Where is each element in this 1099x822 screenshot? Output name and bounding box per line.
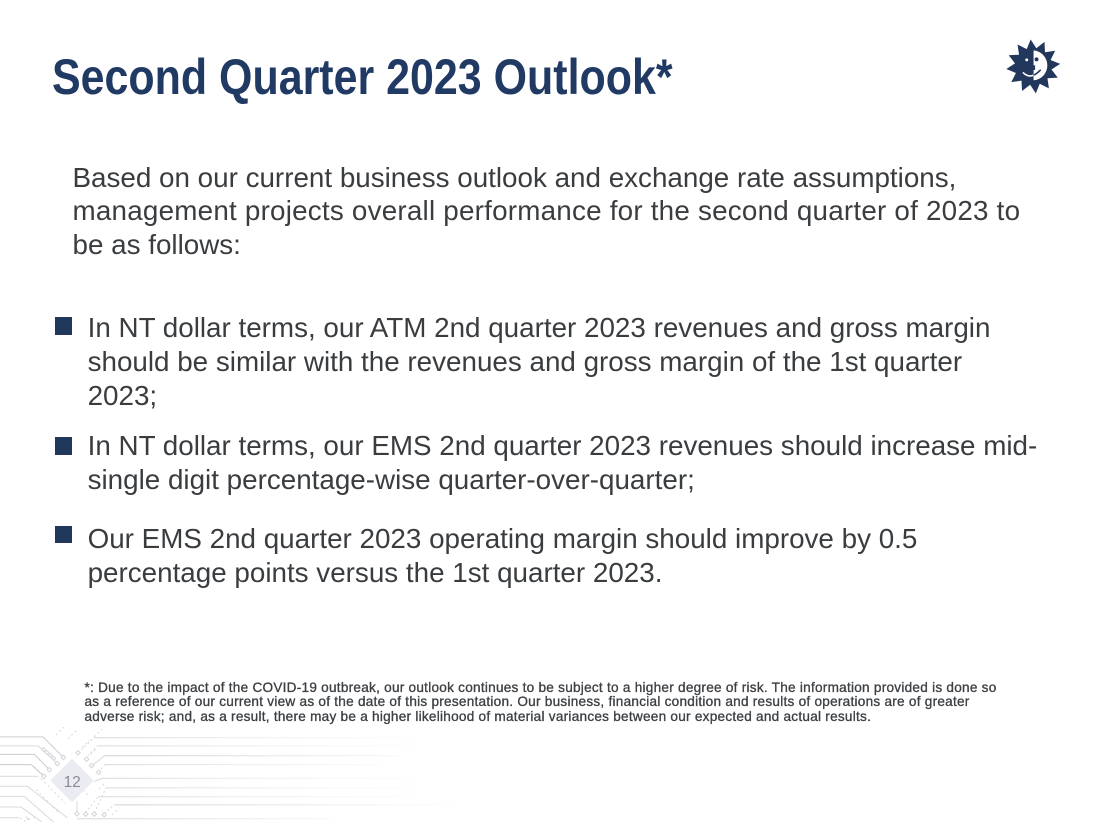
svg-text:12: 12: [64, 774, 81, 791]
